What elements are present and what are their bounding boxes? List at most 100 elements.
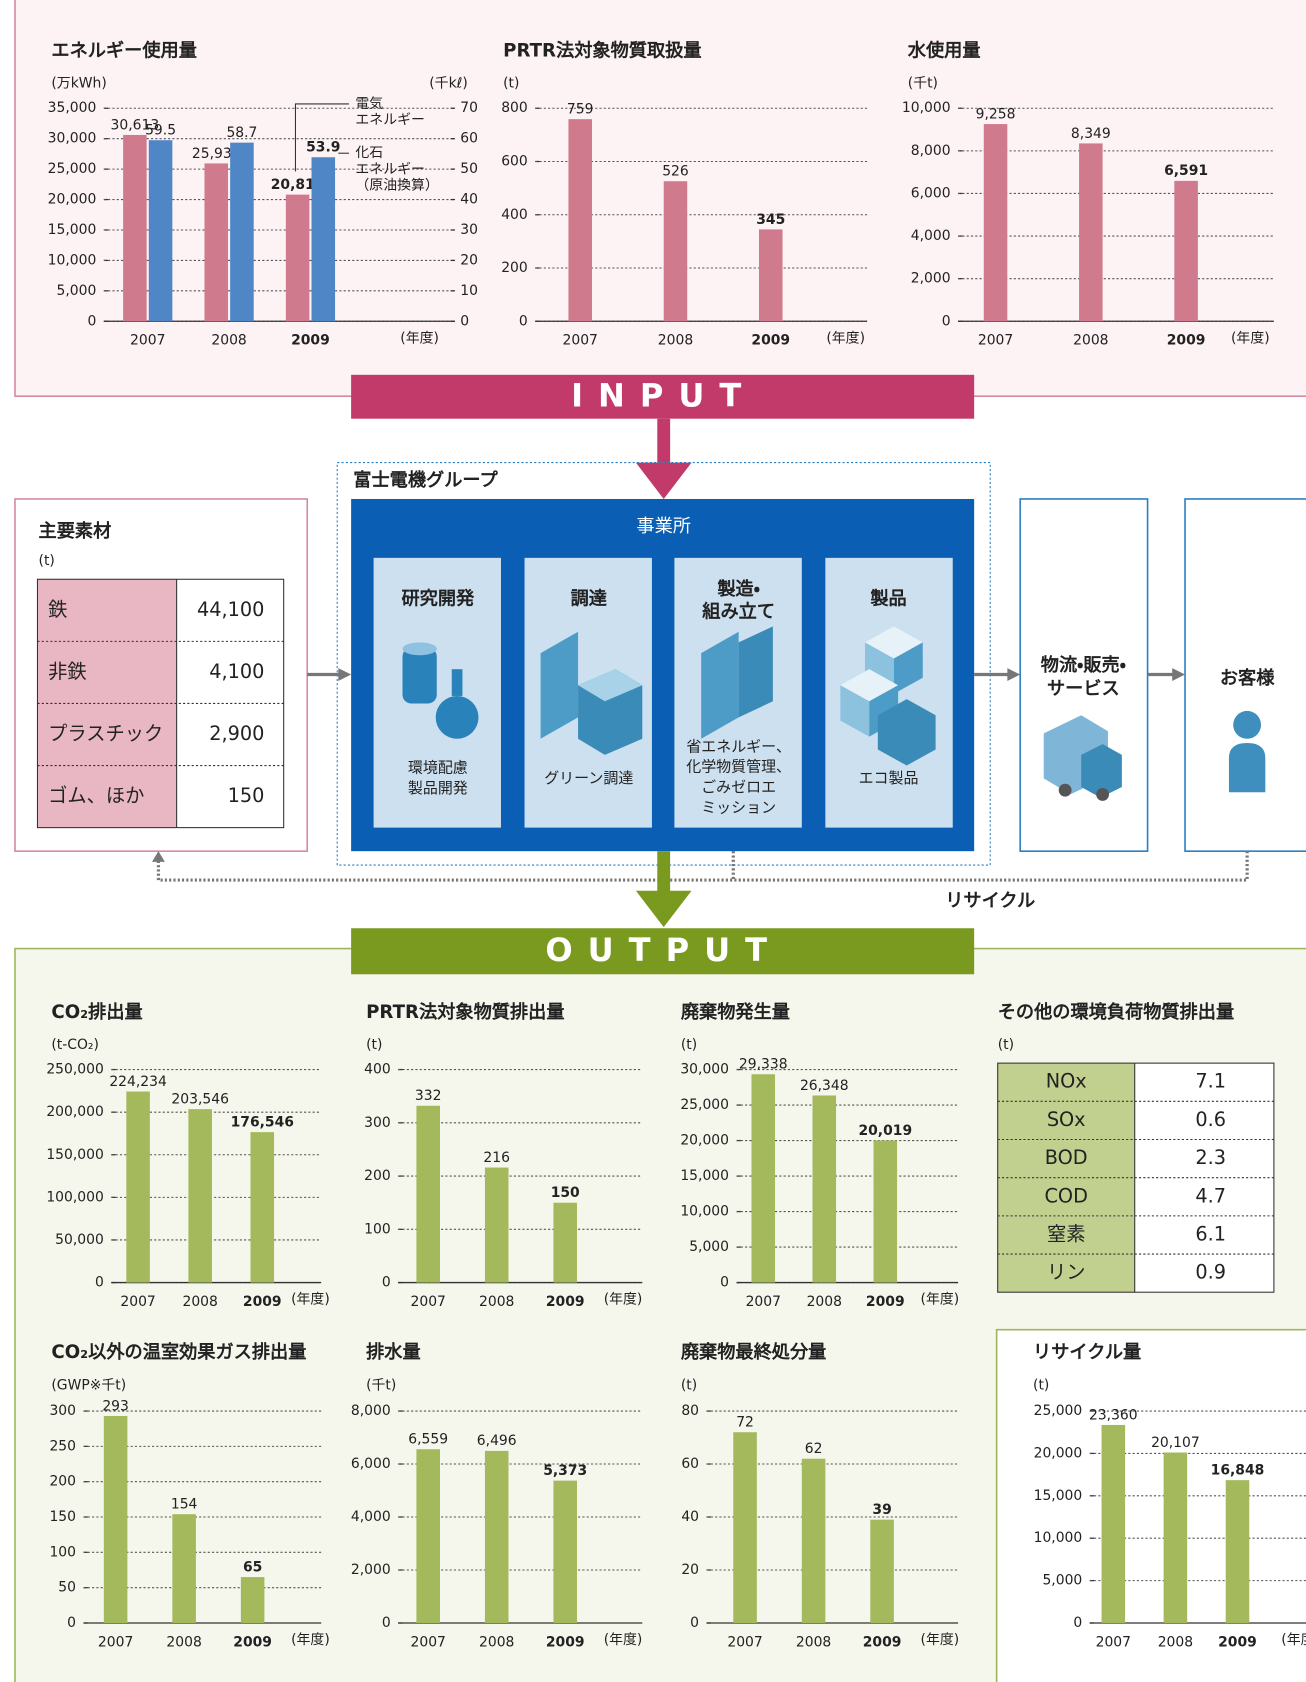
arrow — [635, 462, 692, 499]
bar — [230, 142, 254, 322]
bar — [123, 134, 147, 322]
bar — [103, 1415, 128, 1623]
y-tick-label: 150,000 — [46, 1147, 104, 1163]
y-tick-label: 200 — [49, 1474, 76, 1490]
bar — [1079, 143, 1103, 322]
cube-icon — [840, 626, 936, 766]
y-tick-label: 10,000 — [48, 252, 97, 268]
y-tick-label: 15,000 — [1034, 1488, 1083, 1504]
data-label: 345 — [756, 212, 785, 228]
bar — [801, 1458, 826, 1623]
x-tick-label: 2007 — [746, 1294, 781, 1310]
data-label: 16,848 — [1211, 1463, 1265, 1479]
x-tick-label: 2008 — [1158, 1634, 1193, 1650]
y-tick-label: 40 — [681, 1509, 699, 1525]
input-bar — [351, 374, 975, 419]
table-cell: 7.1 — [1195, 1070, 1226, 1093]
emissions-title: その他の環境負荷物質排出量 — [998, 1001, 1234, 1023]
data-label: 9,258 — [976, 106, 1016, 122]
data-label: 759 — [567, 102, 594, 118]
legend-leader — [294, 103, 349, 172]
bar — [568, 119, 592, 322]
materials-unit: (t) — [39, 553, 55, 569]
input-label: INPUT — [571, 376, 756, 414]
x-tick-label: 2009 — [863, 1634, 902, 1650]
data-label: 39 — [872, 1502, 891, 1518]
y-tick-label: 0 — [690, 1615, 699, 1631]
process-title: 研究開発 — [401, 588, 475, 610]
y-axis-label: (t) — [681, 1037, 697, 1053]
x-tick-label: 2009 — [866, 1294, 905, 1310]
table-cell: ゴム、ほか — [48, 784, 144, 807]
table-cell: 4,100 — [209, 660, 264, 683]
bar — [812, 1095, 837, 1283]
y-tick-label: 200,000 — [46, 1104, 104, 1120]
site-label: 事業所 — [636, 516, 691, 537]
y-tick-label: 600 — [501, 154, 528, 170]
y-tick-label: 200 — [364, 1168, 391, 1184]
data-label: 6,591 — [1164, 163, 1208, 179]
customer-box — [1184, 498, 1306, 852]
bar — [172, 1514, 196, 1623]
y-tick-label: 0 — [95, 1275, 104, 1291]
y-tick-label: 8,000 — [911, 143, 951, 159]
x-tick-label: 2007 — [727, 1634, 762, 1650]
y-tick-label: 150 — [49, 1509, 76, 1525]
x-axis-label: (年度) — [604, 1632, 643, 1648]
data-label: 293 — [102, 1398, 129, 1414]
x-tick-label: 2008 — [796, 1634, 831, 1650]
x-tick-label: 2008 — [479, 1294, 514, 1310]
table-cell: 窒素 — [1047, 1222, 1086, 1245]
bar — [758, 229, 783, 322]
table-cell: 非鉄 — [48, 660, 87, 683]
data-label: 23,360 — [1089, 1407, 1138, 1423]
bar — [250, 1132, 275, 1283]
emissions-unit: (t) — [998, 1037, 1014, 1053]
x-tick-label: 2009 — [1167, 333, 1206, 349]
bar — [188, 1109, 212, 1283]
data-label: 154 — [171, 1497, 198, 1513]
y-tick-label: 6,000 — [351, 1456, 391, 1472]
y-tick-label: 0 — [720, 1275, 729, 1291]
customer-label: お客様 — [1220, 667, 1275, 689]
y2-tick-label: 30 — [460, 222, 478, 238]
table-cell: COD — [1044, 1184, 1087, 1207]
arrow — [657, 418, 671, 467]
table-cell: 4.7 — [1195, 1184, 1226, 1207]
y-axis-label: (万kWh) — [51, 76, 106, 92]
y-tick-label: 35,000 — [48, 100, 97, 116]
table-cell: プラスチック — [48, 722, 163, 745]
data-label: 59.5 — [145, 123, 176, 139]
y-tick-label: 50,000 — [55, 1232, 104, 1248]
x-tick-label: 2008 — [807, 1294, 842, 1310]
x-tick-label: 2008 — [182, 1294, 217, 1310]
data-label: 20,019 — [858, 1123, 912, 1139]
recycle-line — [156, 851, 1249, 882]
bar — [751, 1074, 776, 1283]
y2-axis-label: (千kℓ) — [429, 76, 468, 92]
y-tick-label: 200 — [501, 260, 528, 276]
truck-icon — [1043, 715, 1122, 801]
x-tick-label: 2009 — [751, 333, 790, 349]
chart-title: 水使用量 — [907, 40, 981, 62]
x-tick-label: 2009 — [243, 1294, 282, 1310]
data-label: 8,349 — [1071, 126, 1111, 142]
bar — [1101, 1424, 1126, 1623]
table-cell: 150 — [228, 784, 265, 807]
y-tick-label: 20 — [681, 1562, 699, 1578]
group-label: 富士電機グループ — [353, 469, 498, 491]
y-axis-label: (t) — [366, 1037, 382, 1053]
process-title: 調達 — [571, 589, 608, 610]
y2-tick-label: 10 — [460, 283, 478, 299]
x-tick-label: 2007 — [120, 1294, 155, 1310]
y-tick-label: 25,000 — [1034, 1403, 1083, 1419]
output-bar — [351, 928, 975, 975]
y2-tick-label: 60 — [460, 131, 478, 147]
x-axis-label: (年度) — [604, 1292, 643, 1308]
y-tick-label: 0 — [519, 313, 528, 329]
arrow — [635, 890, 692, 928]
bar — [204, 163, 229, 322]
process-title: 製品 — [869, 589, 906, 610]
y-tick-label: 100 — [364, 1221, 391, 1237]
logistics-label: 物流・販売・サービス — [1041, 654, 1126, 700]
